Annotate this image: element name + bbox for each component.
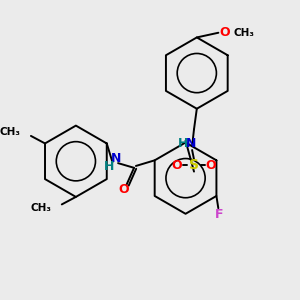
Text: S: S — [189, 158, 199, 172]
Text: O: O — [118, 183, 129, 196]
Text: F: F — [215, 208, 224, 221]
Text: O: O — [172, 158, 182, 172]
Text: H: H — [103, 160, 114, 173]
Text: N: N — [186, 137, 196, 150]
Text: N: N — [111, 152, 122, 165]
Text: O: O — [206, 158, 216, 172]
Text: H: H — [178, 137, 188, 150]
Text: CH₃: CH₃ — [0, 127, 21, 137]
Text: CH₃: CH₃ — [233, 28, 254, 38]
Text: CH₃: CH₃ — [31, 203, 52, 213]
Text: O: O — [220, 26, 230, 39]
